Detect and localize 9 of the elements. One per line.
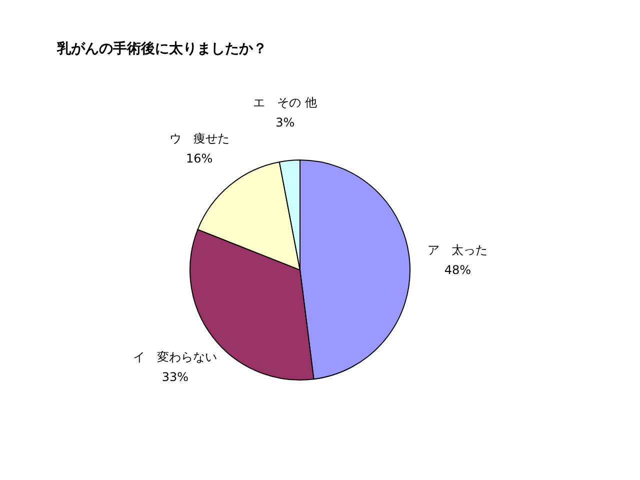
data-label: 48% (444, 263, 472, 278)
slice-label: ア 太った (428, 243, 488, 258)
slice-label: イ 変わらない (133, 350, 218, 364)
chart-title: 乳がんの手術後に太りましたか？ (56, 40, 267, 57)
data-label: 16% (186, 151, 213, 166)
data-label: 33% (162, 370, 188, 384)
slice-label: ウ 痩せた (169, 131, 230, 146)
data-label: 3% (276, 116, 295, 130)
slice-label: エ その 他 (253, 96, 318, 110)
